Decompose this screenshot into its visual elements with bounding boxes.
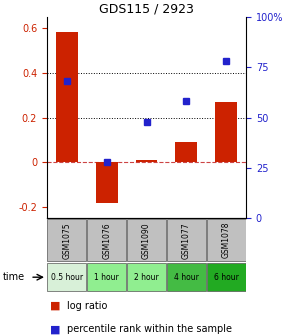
Text: GSM1075: GSM1075 [62, 222, 71, 259]
Text: 1 hour: 1 hour [94, 273, 119, 282]
Bar [47, 219, 86, 261]
Text: ■: ■ [50, 324, 60, 334]
Text: 6 hour: 6 hour [214, 273, 239, 282]
Text: time: time [3, 272, 25, 282]
Bar [56, 33, 78, 162]
Text: log ratio: log ratio [67, 301, 108, 311]
Text: GSM1077: GSM1077 [182, 222, 191, 259]
Text: 2 hour: 2 hour [134, 273, 159, 282]
Text: ■: ■ [50, 301, 60, 311]
Text: GSM1078: GSM1078 [222, 222, 231, 258]
Bar [127, 219, 166, 261]
Text: 0.5 hour: 0.5 hour [51, 273, 83, 282]
Bar [87, 263, 126, 291]
Bar [127, 263, 166, 291]
Title: GDS115 / 2923: GDS115 / 2923 [99, 3, 194, 16]
Bar [167, 219, 206, 261]
Text: GSM1076: GSM1076 [102, 222, 111, 259]
Bar [87, 219, 126, 261]
Bar [207, 219, 246, 261]
Text: 4 hour: 4 hour [174, 273, 199, 282]
Bar [176, 142, 197, 162]
Bar [136, 160, 157, 162]
Bar [207, 263, 246, 291]
Text: percentile rank within the sample: percentile rank within the sample [67, 324, 232, 334]
Bar [215, 102, 237, 162]
Bar [47, 263, 86, 291]
Bar [167, 263, 206, 291]
Text: GSM1090: GSM1090 [142, 222, 151, 259]
Bar [96, 162, 117, 203]
